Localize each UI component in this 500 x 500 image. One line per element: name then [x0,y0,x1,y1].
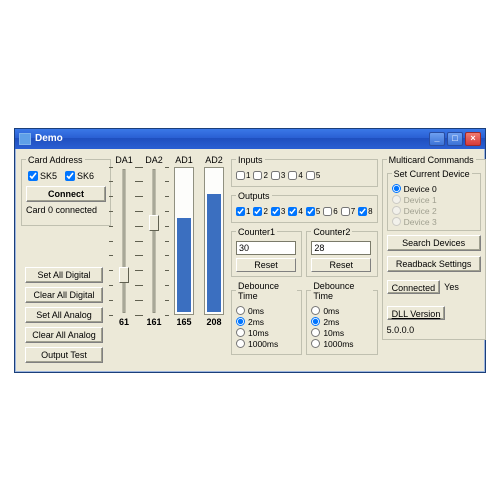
da2-thumb[interactable] [149,215,159,231]
output-checkbox-5[interactable] [306,207,315,216]
counter2-group: Counter2 28 Reset [306,227,377,277]
da1-thumb[interactable] [119,267,129,283]
da2-slider[interactable] [144,167,164,315]
debounce-option-10ms[interactable]: 10ms [311,328,372,338]
ad1-bar [174,167,194,315]
output-checkbox-1[interactable] [236,207,245,216]
input-checkbox-1 [236,171,245,180]
inputs-group: Inputs 12345 [231,155,378,187]
connect-button[interactable]: Connect [26,186,106,202]
connected-value: Yes [444,282,459,292]
demo-window: Demo _ □ × Card Address SK5 SK6 [14,128,486,373]
device-option-3: Device 3 [392,217,476,227]
debounce-option-1000ms[interactable]: 1000ms [311,339,372,349]
debounce1-group: Debounce Time 0ms2ms10ms1000ms [231,281,302,355]
input-1: 1 [236,171,250,180]
minimize-icon[interactable]: _ [429,132,445,146]
ad1-value: 165 [171,317,197,329]
debounce-option-2ms[interactable]: 2ms [236,317,297,327]
output-8[interactable]: 8 [358,207,372,216]
output-checkbox-7[interactable] [341,207,350,216]
device-option-1: Device 1 [392,195,476,205]
counter2-reset-button[interactable]: Reset [311,258,371,272]
da2-column: DA2 161 [141,155,167,329]
counter2-value: 28 [311,241,371,255]
ad1-column: AD1 165 [171,155,197,329]
output-checkbox-4[interactable] [288,207,297,216]
debounce-option-1000ms[interactable]: 1000ms [236,339,297,349]
debounce-option-0ms[interactable]: 0ms [236,306,297,316]
client-area: Card Address SK5 SK6 Connect Card 0 conn… [15,149,485,372]
ad2-value: 208 [201,317,227,329]
set-all-analog-button[interactable]: Set All Analog [25,307,103,323]
close-icon[interactable]: × [465,132,481,146]
output-3[interactable]: 3 [271,207,285,216]
search-devices-button[interactable]: Search Devices [387,235,481,251]
output-1[interactable]: 1 [236,207,250,216]
clear-all-digital-button[interactable]: Clear All Digital [25,287,103,303]
output-5[interactable]: 5 [306,207,320,216]
connected-row: Connected Yes [387,280,481,294]
multicard-group: Multicard Commands Set Current Device De… [382,155,486,340]
debounce2-group: Debounce Time 0ms2ms10ms1000ms [306,281,377,355]
maximize-icon[interactable]: □ [447,132,463,146]
da1-column: DA1 61 [111,155,137,329]
output-7[interactable]: 7 [341,207,355,216]
input-2: 2 [253,171,267,180]
output-test-button[interactable]: Output Test [25,347,103,363]
sk5-checkbox[interactable]: SK5 [28,171,57,181]
counter1-reset-button[interactable]: Reset [236,258,296,272]
readback-settings-button[interactable]: Readback Settings [387,256,481,272]
device-option-0[interactable]: Device 0 [392,184,476,194]
connection-status: Card 0 connected [26,203,106,221]
app-icon [19,133,31,145]
sk6-checkbox[interactable]: SK6 [65,171,94,181]
card-address-legend: Card Address [26,155,85,165]
da2-value: 161 [141,317,167,329]
channels: DA1 61 DA2 161 AD1 [111,155,227,329]
da1-value: 61 [111,317,137,329]
outputs-group: Outputs 12345678 [231,191,378,223]
card-address-group: Card Address SK5 SK6 Connect Card 0 conn… [21,155,111,226]
counter1-value: 30 [236,241,296,255]
ad2-column: AD2 208 [201,155,227,329]
output-4[interactable]: 4 [288,207,302,216]
input-checkbox-3 [271,171,280,180]
input-5: 5 [306,171,320,180]
da1-slider[interactable] [114,167,134,315]
sk5-input[interactable] [28,171,38,181]
connected-label: Connected [387,280,441,294]
input-4: 4 [288,171,302,180]
input-checkbox-4 [288,171,297,180]
clear-all-analog-button[interactable]: Clear All Analog [25,327,103,343]
device-option-2: Device 2 [392,206,476,216]
ad2-bar [204,167,224,315]
output-checkbox-2[interactable] [253,207,262,216]
dll-row: DLL Version [387,306,481,320]
output-checkbox-3[interactable] [271,207,280,216]
output-checkbox-8[interactable] [358,207,367,216]
debounce-option-10ms[interactable]: 10ms [236,328,297,338]
output-checkbox-6[interactable] [323,207,332,216]
output-6[interactable]: 6 [323,207,337,216]
input-3: 3 [271,171,285,180]
set-current-device-group: Set Current Device Device 0Device 1Devic… [387,169,481,231]
debounce-option-0ms[interactable]: 0ms [311,306,372,316]
set-all-digital-button[interactable]: Set All Digital [25,267,103,283]
input-checkbox-5 [306,171,315,180]
counter1-group: Counter1 30 Reset [231,227,302,277]
sk6-input[interactable] [65,171,75,181]
output-2[interactable]: 2 [253,207,267,216]
debounce-option-2ms[interactable]: 2ms [311,317,372,327]
input-checkbox-2 [253,171,262,180]
titlebar[interactable]: Demo _ □ × [15,129,485,149]
dll-version-label: DLL Version [387,306,446,320]
window-title: Demo [35,133,63,144]
dll-version-value: 5.0.0.0 [387,323,481,335]
